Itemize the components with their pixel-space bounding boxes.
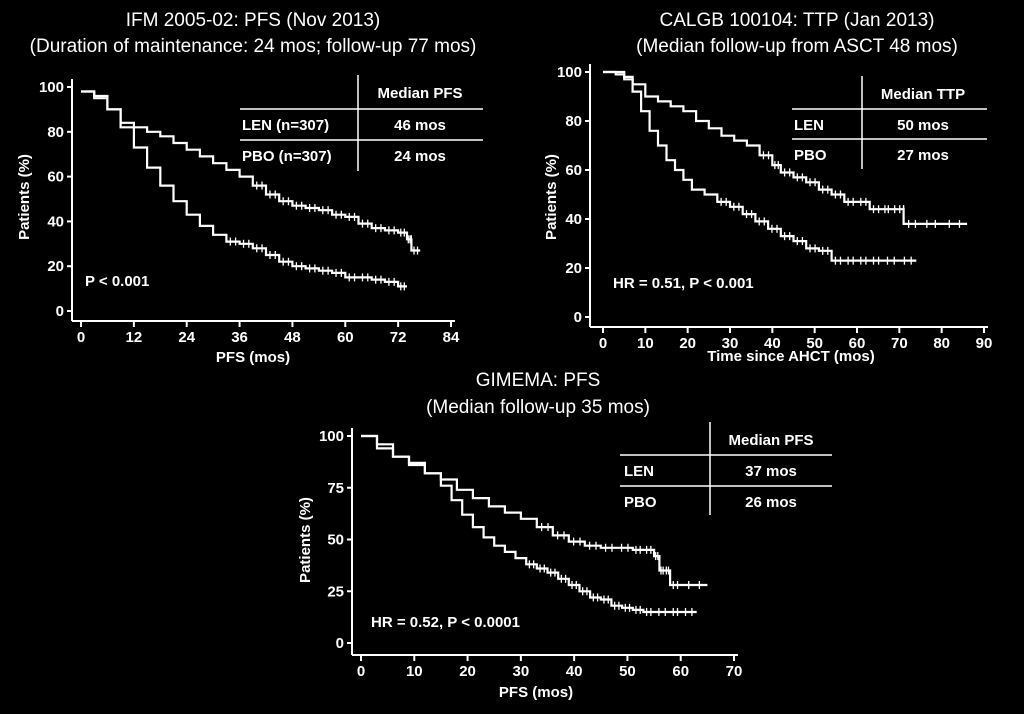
y-tick-label: 60 bbox=[565, 162, 582, 179]
x-tick-label: 80 bbox=[933, 335, 950, 352]
chart-subtitle: (Duration of maintenance: 24 mos; follow… bbox=[30, 36, 477, 57]
y-tick-label: 0 bbox=[56, 303, 64, 320]
x-tick-label: 36 bbox=[231, 329, 248, 346]
y-tick-label: 80 bbox=[47, 124, 64, 141]
x-tick-label: 60 bbox=[672, 663, 689, 680]
table-header: Median PFS bbox=[728, 432, 813, 449]
stat-annotation: HR = 0.51, P < 0.001 bbox=[613, 275, 754, 292]
x-tick-label: 0 bbox=[77, 329, 85, 346]
x-axis-label: PFS (mos) bbox=[499, 684, 573, 701]
table-row-value: 26 mos bbox=[745, 494, 797, 511]
chart-title: CALGB 100104: TTP (Jan 2013) bbox=[660, 10, 935, 31]
y-tick-label: 50 bbox=[327, 532, 344, 549]
median-table: Median PFS LEN 37 mos PBO 26 mos bbox=[620, 422, 832, 515]
y-tick-label: 0 bbox=[336, 635, 344, 652]
table-header: Median PFS bbox=[377, 85, 462, 102]
x-tick-label: 30 bbox=[722, 335, 739, 352]
series-line-len bbox=[81, 90, 421, 252]
x-tick-label: 90 bbox=[976, 335, 993, 352]
x-tick-label: 70 bbox=[726, 663, 743, 680]
x-tick-label: 48 bbox=[284, 329, 301, 346]
y-tick-label: 100 bbox=[39, 79, 64, 96]
table-row-value: 24 mos bbox=[394, 148, 446, 165]
x-tick-label: 20 bbox=[679, 335, 696, 352]
x-tick-label: 60 bbox=[849, 335, 866, 352]
y-tick-label: 20 bbox=[47, 258, 64, 275]
x-tick-label: 60 bbox=[337, 329, 354, 346]
chart-gimema: GIMEMA: PFS (Median follow-up 35 mos) 0 25 5… bbox=[297, 370, 832, 701]
x-tick-label: 50 bbox=[806, 335, 823, 352]
x-axis-label: Time since AHCT (mos) bbox=[707, 348, 875, 365]
chart-title: IFM 2005-02: PFS (Nov 2013) bbox=[126, 10, 381, 31]
chart-calgb: CALGB 100104: TTP (Jan 2013) (Median foll… bbox=[543, 10, 992, 365]
chart-title: GIMEMA: PFS bbox=[476, 370, 601, 391]
chart-ifm: IFM 2005-02: PFS (Nov 2013) (Duration of … bbox=[16, 10, 483, 366]
x-tick-label: 50 bbox=[619, 663, 636, 680]
x-axis-label: PFS (mos) bbox=[216, 349, 290, 366]
table-row-label: PBO bbox=[624, 494, 657, 511]
y-axis-label: Patients (%) bbox=[16, 154, 33, 240]
y-axis-label: Patients (%) bbox=[543, 154, 560, 240]
x-tick-label: 84 bbox=[443, 329, 460, 346]
y-tick-label: 100 bbox=[319, 428, 344, 445]
table-row-label: LEN (n=307) bbox=[242, 117, 329, 134]
y-tick-label: 75 bbox=[327, 480, 344, 497]
table-row-label: PBO (n=307) bbox=[242, 148, 332, 165]
x-tick-label: 0 bbox=[357, 663, 365, 680]
x-tick-label: 30 bbox=[513, 663, 530, 680]
median-table: Median PFS LEN (n=307) 46 mos PBO (n=307) 24… bbox=[240, 75, 483, 171]
x-tick-label: 12 bbox=[126, 329, 143, 346]
median-table: Median TTP LEN 50 mos PBO 27 mos bbox=[792, 76, 987, 169]
x-tick-label: 72 bbox=[390, 329, 407, 346]
table-row-value: 46 mos bbox=[394, 117, 446, 134]
x-tick-label: 10 bbox=[637, 335, 654, 352]
table-row-label: PBO bbox=[794, 147, 827, 164]
y-tick-label: 60 bbox=[47, 169, 64, 186]
table-row-value: 27 mos bbox=[897, 147, 949, 164]
x-tick-label: 40 bbox=[566, 663, 583, 680]
table-row-label: LEN bbox=[624, 463, 654, 480]
table-header: Median TTP bbox=[881, 86, 965, 103]
series-line-pbo bbox=[361, 434, 697, 614]
x-tick-label: 40 bbox=[764, 335, 781, 352]
chart-subtitle: (Median follow-up 35 mos) bbox=[426, 397, 650, 418]
stat-annotation: HR = 0.52, P < 0.0001 bbox=[371, 614, 520, 631]
chart-subtitle: (Median follow-up from ASCT 48 mos) bbox=[636, 36, 958, 57]
y-tick-label: 20 bbox=[565, 260, 582, 277]
y-tick-label: 80 bbox=[565, 113, 582, 130]
x-tick-label: 20 bbox=[459, 663, 476, 680]
table-row-value: 50 mos bbox=[897, 117, 949, 134]
y-tick-label: 100 bbox=[557, 64, 582, 81]
series-line-pbo bbox=[81, 90, 407, 288]
table-row-label: LEN bbox=[794, 117, 824, 134]
y-tick-label: 40 bbox=[565, 211, 582, 228]
y-tick-label: 0 bbox=[574, 309, 582, 326]
series-line-pbo bbox=[603, 70, 917, 262]
x-tick-label: 70 bbox=[891, 335, 908, 352]
series-line-len bbox=[603, 70, 968, 225]
x-tick-label: 10 bbox=[406, 663, 423, 680]
table-row-value: 37 mos bbox=[745, 463, 797, 480]
y-axis-label: Patients (%) bbox=[297, 497, 314, 583]
stat-annotation: P < 0.001 bbox=[85, 273, 149, 290]
y-tick-label: 25 bbox=[327, 583, 344, 600]
y-tick-label: 40 bbox=[47, 213, 64, 230]
x-tick-label: 24 bbox=[178, 329, 195, 346]
x-tick-label: 0 bbox=[599, 335, 607, 352]
